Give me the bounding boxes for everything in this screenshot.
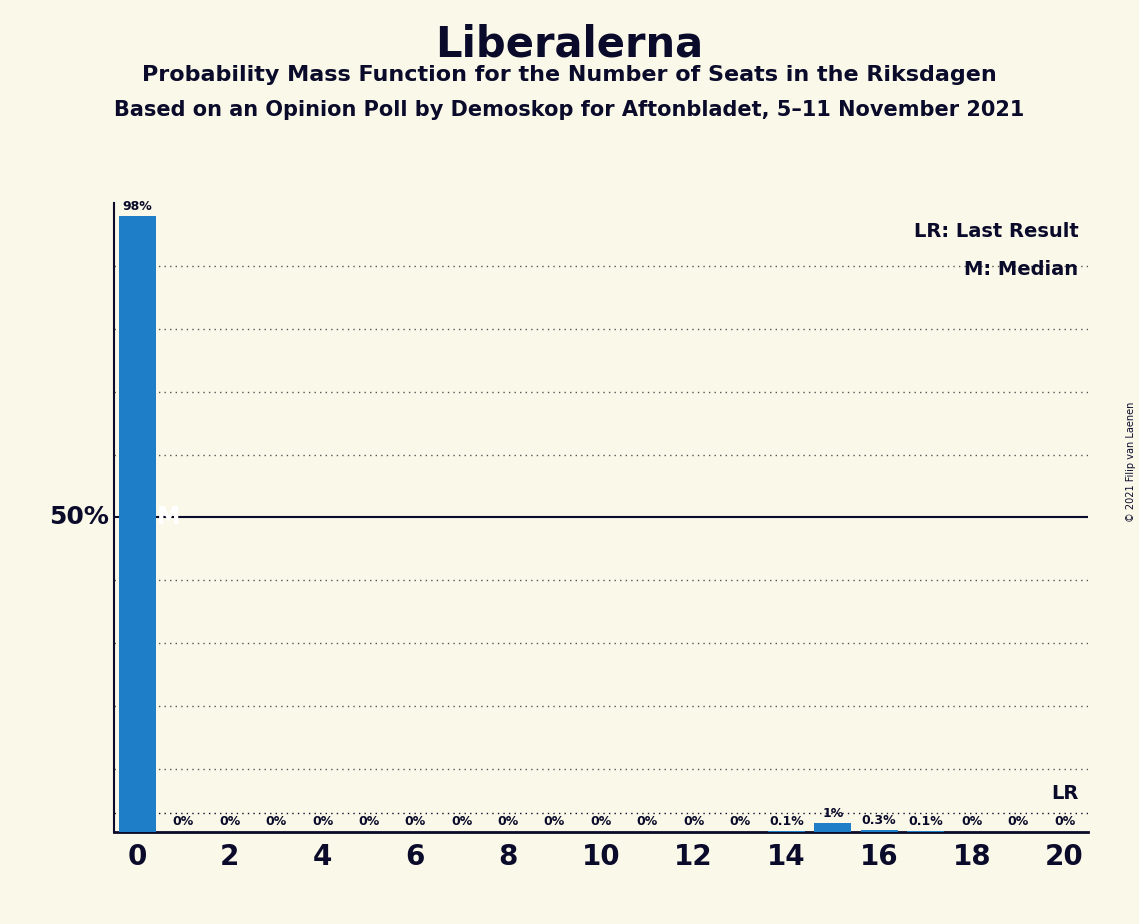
Text: Based on an Opinion Poll by Demoskop for Aftonbladet, 5–11 November 2021: Based on an Opinion Poll by Demoskop for… xyxy=(114,100,1025,120)
Text: © 2021 Filip van Laenen: © 2021 Filip van Laenen xyxy=(1126,402,1136,522)
Text: 0%: 0% xyxy=(637,816,658,829)
Text: 0.3%: 0.3% xyxy=(862,813,896,827)
Text: 0%: 0% xyxy=(451,816,473,829)
Text: 1%: 1% xyxy=(822,808,843,821)
Text: 0%: 0% xyxy=(961,816,983,829)
Text: 0%: 0% xyxy=(312,816,334,829)
Text: Probability Mass Function for the Number of Seats in the Riksdagen: Probability Mass Function for the Number… xyxy=(142,65,997,85)
Text: 98%: 98% xyxy=(122,200,151,213)
Text: 0%: 0% xyxy=(1008,816,1029,829)
Text: 0%: 0% xyxy=(1054,816,1075,829)
Text: 0%: 0% xyxy=(683,816,704,829)
Text: 0%: 0% xyxy=(359,816,379,829)
Text: 0%: 0% xyxy=(404,816,426,829)
Bar xyxy=(861,830,898,832)
Text: LR: LR xyxy=(1051,784,1079,803)
Text: 0.1%: 0.1% xyxy=(908,815,943,828)
Text: 0%: 0% xyxy=(590,816,612,829)
Text: 0.1%: 0.1% xyxy=(769,815,804,828)
Bar xyxy=(814,823,851,832)
Text: 0%: 0% xyxy=(219,816,240,829)
Text: Liberalerna: Liberalerna xyxy=(435,23,704,65)
Bar xyxy=(118,216,156,832)
Text: 0%: 0% xyxy=(265,816,287,829)
Text: 0%: 0% xyxy=(543,816,565,829)
Text: 50%: 50% xyxy=(49,505,109,529)
Text: 0%: 0% xyxy=(729,816,751,829)
Text: 0%: 0% xyxy=(498,816,518,829)
Text: M: M xyxy=(156,505,180,529)
Text: 0%: 0% xyxy=(173,816,194,829)
Text: LR: Last Result: LR: Last Result xyxy=(913,222,1079,241)
Text: M: Median: M: Median xyxy=(965,260,1079,279)
